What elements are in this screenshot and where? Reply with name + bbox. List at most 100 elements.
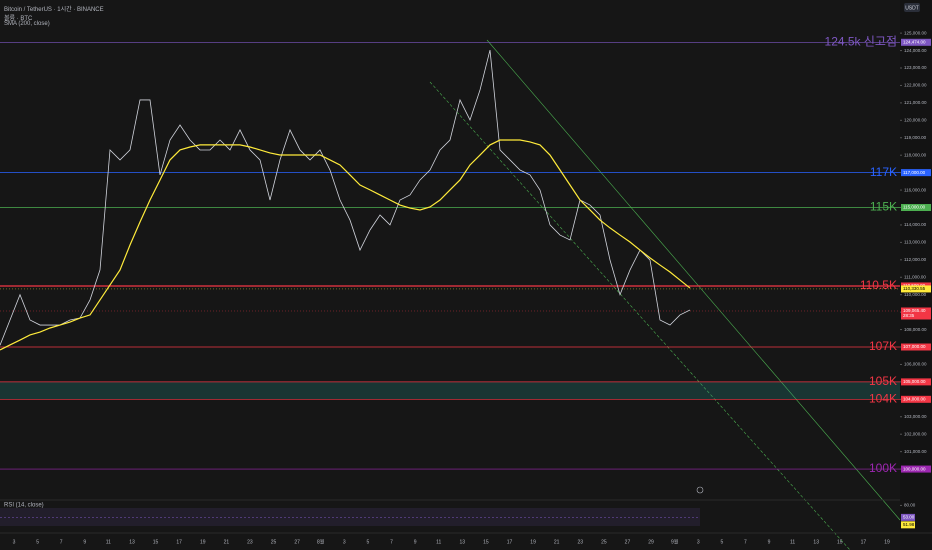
y-tick-label: 112,000.00: [904, 257, 927, 262]
x-tick-label: 17: [176, 539, 182, 545]
x-tick-label: 9월: [671, 538, 679, 545]
x-tick-label: 8월: [317, 538, 325, 545]
x-tick-label: 19: [200, 539, 206, 545]
level-badge-text: 117,000.00: [903, 170, 926, 175]
y-tick-label: 124,000.00: [904, 48, 927, 53]
x-tick-label: 9: [414, 539, 417, 545]
x-tick-label: 17: [507, 539, 513, 545]
x-tick-label: 29: [648, 539, 654, 545]
y-tick-label: 116,000.00: [904, 187, 927, 192]
x-tick-label: 21: [554, 539, 560, 545]
x-tick-label: 13: [129, 539, 135, 545]
x-tick-label: 27: [294, 539, 300, 545]
y-tick-label: 122,000.00: [904, 83, 927, 88]
y-tick-label: 121,000.00: [904, 100, 927, 105]
x-tick-label: 3: [343, 539, 346, 545]
price-axis-bg: [900, 0, 932, 550]
currency: USDT: [905, 5, 919, 11]
level-badge: [901, 204, 931, 212]
x-tick-label: 19: [530, 539, 536, 545]
rsi-badge: [901, 513, 915, 521]
x-tick-label: 13: [460, 539, 466, 545]
plot-bg: [0, 0, 900, 550]
rsi-tick-label: 80.00: [904, 503, 916, 508]
price-badge-text: 109,065.40: [903, 308, 926, 313]
level-label: 104K: [869, 391, 897, 405]
x-tick-label: 9: [83, 539, 86, 545]
y-tick-label: 108,000.00: [904, 327, 927, 332]
x-tick-label: 5: [367, 539, 370, 545]
y-tick-label: 120,000.00: [904, 118, 927, 123]
level-badge-text: 124,474.00: [903, 39, 926, 44]
x-tick-label: 17: [861, 539, 867, 545]
x-tick-label: 15: [483, 539, 489, 545]
trend-line: [486, 39, 901, 521]
countdown: 28:35: [903, 313, 915, 318]
currency-badge: [904, 3, 920, 12]
x-tick-label: 23: [577, 539, 583, 545]
level-label: 110.5K: [860, 278, 897, 292]
rsi-ma-badge-text: 51.98: [903, 522, 915, 527]
price-badge-text: 110,330.55: [903, 286, 926, 291]
level-badge: [901, 169, 931, 177]
x-tick-label: 5: [720, 539, 723, 545]
rsi-title: RSI (14, close): [4, 503, 44, 509]
y-tick-label: 101,000.00: [904, 449, 927, 454]
x-tick-label: 7: [390, 539, 393, 545]
x-tick-label: 3: [697, 539, 700, 545]
header-sma: SMA (200, close): [4, 21, 50, 27]
price-badge: [901, 285, 931, 293]
level-badge: [901, 395, 931, 403]
x-tick-label: 21: [224, 539, 230, 545]
level-badge: [901, 465, 931, 473]
y-tick-label: 106,000.00: [904, 362, 927, 367]
level-label: 117K: [870, 165, 897, 179]
level-badge: [901, 378, 931, 386]
x-tick-label: 25: [271, 539, 277, 545]
y-tick-label: 119,000.00: [904, 135, 927, 140]
level-badge-text: 100,000.00: [903, 466, 926, 471]
sma-line: [0, 139, 691, 351]
x-tick-label: 11: [106, 539, 111, 545]
price-line: [0, 49, 691, 346]
header-volume: 볼륨 · BTC: [4, 16, 33, 22]
x-tick-label: 11: [790, 539, 795, 545]
level-badge: [901, 343, 931, 351]
x-tick-label: 7: [60, 539, 63, 545]
level-label: 105K: [869, 374, 897, 388]
x-tick-label: 25: [601, 539, 607, 545]
y-tick-label: 114,000.00: [904, 222, 927, 227]
y-tick-label: 118,000.00: [904, 152, 927, 157]
x-tick-label: 13: [813, 539, 819, 545]
level-badge-text: 105,000.00: [903, 379, 926, 384]
level-label: 100K: [869, 461, 897, 475]
x-tick-label: 7: [744, 539, 747, 545]
x-tick-label: 19: [884, 539, 890, 545]
x-tick-label: 15: [153, 539, 159, 545]
x-tick-label: 9: [768, 539, 771, 545]
y-tick-label: 113,000.00: [904, 240, 927, 245]
y-tick-label: 110,000.00: [904, 292, 927, 297]
x-tick-label: 27: [625, 539, 631, 545]
level-badge-text: 115,000.00: [903, 205, 926, 210]
replay-icon[interactable]: [696, 486, 704, 494]
y-tick-label: 103,000.00: [904, 414, 927, 419]
level-label: 115K: [870, 200, 897, 214]
y-tick-label: 125,000.00: [904, 30, 927, 35]
price-badge: [901, 307, 931, 320]
y-tick-label: 102,000.00: [904, 431, 927, 436]
level-badge: [901, 38, 931, 46]
header-title: Bitcoin / TetherUS · 1시간 · BINANCE: [4, 7, 104, 13]
x-tick-label: 5: [36, 539, 39, 545]
level-badge-text: 104,000.00: [903, 397, 926, 402]
rsi-ma-badge: [901, 521, 915, 529]
rsi-badge-text: 53.00: [903, 515, 915, 520]
y-tick-label: 123,000.00: [904, 65, 927, 70]
x-tick-label: 11: [436, 539, 441, 545]
x-tick-label: 23: [247, 539, 253, 545]
level-label: 124.5k 신고점: [825, 34, 897, 48]
rsi-band: [0, 508, 700, 526]
level-label: 107K: [869, 339, 897, 353]
